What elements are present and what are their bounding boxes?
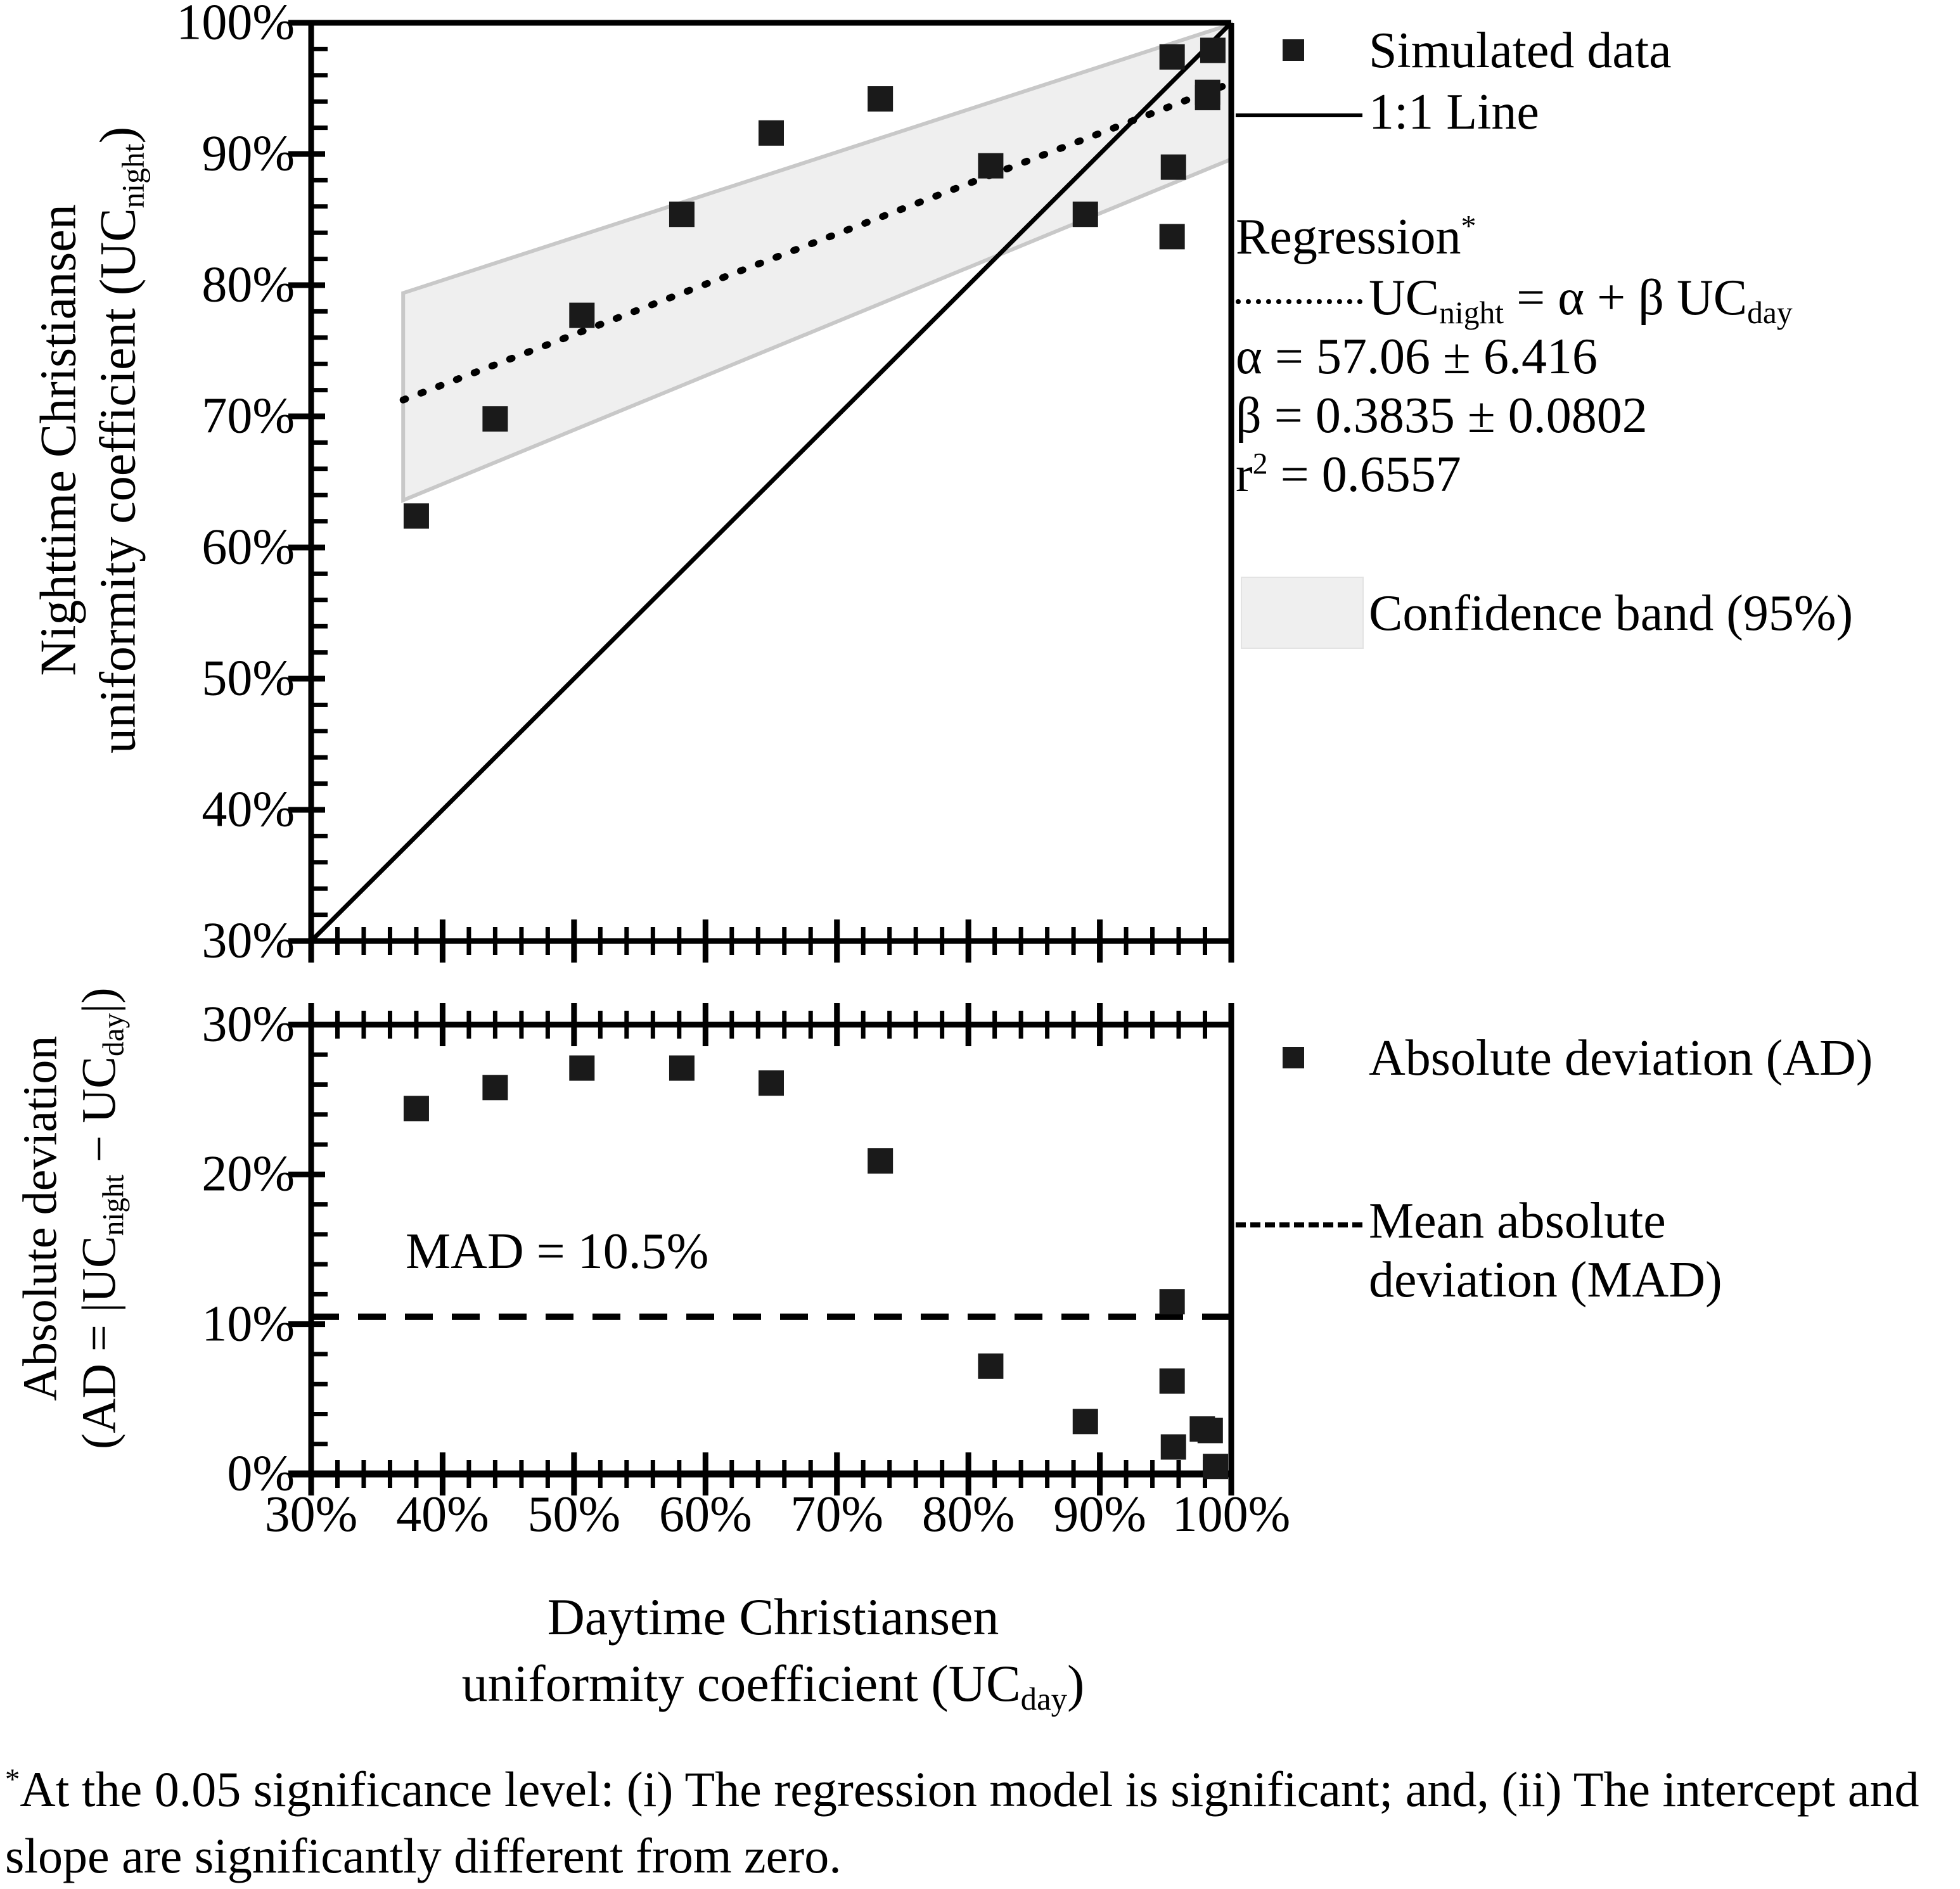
one-to-one-line	[309, 21, 1233, 943]
top-data-point	[669, 202, 695, 227]
stat-alpha: α = 57.06 ± 6.416	[1236, 329, 1598, 385]
top-data-point	[403, 503, 429, 529]
dotted-line-icon	[1236, 266, 1369, 327]
equation-sub-night: night	[1439, 295, 1504, 331]
equation-sub-day: day	[1747, 295, 1793, 331]
bottom-data-point	[1072, 1409, 1098, 1435]
bottom-data-point	[759, 1070, 784, 1096]
top-y-axis-label-line1: Nighttime Christiansen	[30, 204, 87, 676]
bottom-data-point	[1160, 1434, 1186, 1460]
top-panel-plot	[288, 20, 1235, 963]
top-data-point	[1160, 154, 1186, 180]
bottom-data-point	[1197, 1418, 1223, 1444]
legend-regression-heading-text: Regression	[1236, 208, 1461, 265]
footnote: *At the 0.05 significance level: (i) The…	[5, 1757, 1950, 1889]
bottom-y-tick-labels: 30% 20% 10% 0%	[95, 0, 295, 1521]
legend-label-absolute-deviation: Absolute deviation (AD)	[1369, 1030, 1873, 1086]
square-marker-icon	[1236, 19, 1369, 80]
top-y-tick-label: 70%	[202, 388, 295, 444]
legend-label-simulated-data: Simulated data	[1369, 23, 1672, 79]
top-data-point	[1200, 37, 1226, 63]
dashed-line-icon	[1236, 1189, 1369, 1250]
stat-r-squared-symbol: r	[1236, 446, 1253, 503]
bottom-data-point	[1159, 1289, 1185, 1315]
bottom-y-tick-label: 10%	[202, 1296, 295, 1352]
top-y-tick-label: 80%	[202, 257, 295, 313]
bottom-data-point	[569, 1055, 595, 1081]
legend-spacer	[1236, 1088, 1958, 1154]
top-y-tick-label: 100%	[176, 0, 295, 51]
top-y-tick-label: 30%	[202, 912, 295, 969]
x-axis-label-line1: Daytime Christiansen	[547, 1588, 999, 1646]
bottom-data-point	[1203, 1454, 1229, 1480]
equation-part-a: UC	[1369, 270, 1440, 326]
top-data-point	[1072, 202, 1098, 227]
legend-spacer	[1236, 1154, 1958, 1189]
footnote-text: At the 0.05 significance level: (i) The …	[5, 1762, 1919, 1883]
top-y-tick-label: 90%	[202, 125, 295, 182]
bottom-data-point	[1159, 1368, 1185, 1394]
top-data-point	[1159, 224, 1185, 250]
top-data-point	[482, 406, 508, 432]
legend-item-simulated-data: Simulated data	[1236, 19, 1952, 80]
x-axis-label-line2b: )	[1067, 1654, 1085, 1712]
legend-item-absolute-deviation: Absolute deviation (AD)	[1236, 1027, 1958, 1088]
shaded-band-icon	[1236, 570, 1369, 649]
stat-beta: β = 0.3835 ± 0.0802	[1236, 387, 1648, 444]
equation-part-b: = α + β UC	[1504, 270, 1748, 326]
stat-r-squared: r2 = 0.6557	[1236, 445, 1952, 504]
legend-label-one-to-one-line: 1:1 Line	[1369, 84, 1539, 140]
stat-r-squared-value: = 0.6557	[1267, 446, 1461, 503]
top-data-point	[978, 153, 1004, 179]
bottom-y-axis-label-line1: Absolute deviation	[13, 1035, 67, 1401]
regression-line	[399, 79, 1235, 404]
bottom-y-tick-label: 30%	[202, 996, 295, 1053]
x-axis-label-line2a: uniformity coefficient (UC	[461, 1654, 1021, 1712]
top-data-point	[1195, 84, 1220, 110]
footnote-marker: *	[5, 1763, 20, 1796]
bottom-data-point	[868, 1148, 894, 1174]
top-y-tick-label: 60%	[202, 519, 295, 575]
legend-label-regression-equation: UCnight = α + β UCday	[1369, 266, 1952, 331]
legend-label-mad-line1: Mean absolute	[1369, 1193, 1666, 1249]
bottom-panel-plot	[288, 1003, 1234, 1495]
bottom-y-tick-label: 20%	[202, 1146, 295, 1202]
legend-item-one-to-one-line: 1:1 Line	[1236, 80, 1952, 142]
solid-line-icon	[1236, 80, 1369, 141]
legend-item-mean-absolute-deviation: Mean absolute deviation (MAD)	[1236, 1189, 1958, 1310]
x-axis-label: Daytime Christiansen uniformity coeffici…	[285, 1584, 1261, 1717]
legend-item-confidence-band: Confidence band (95%)	[1236, 570, 1952, 649]
confidence-band	[401, 21, 1233, 503]
legend-regression-heading: Regression*	[1236, 208, 1952, 267]
top-data-point	[868, 86, 894, 112]
bottom-data-point	[403, 1096, 429, 1122]
top-y-tick-label: 50%	[202, 650, 295, 707]
bottom-y-tick-label: 0%	[227, 1445, 295, 1502]
top-data-point	[569, 302, 595, 328]
top-legend: Simulated data 1:1 Line Regression* UCni…	[1236, 19, 1952, 649]
top-data-point	[1159, 44, 1185, 70]
bottom-legend: Absolute deviation (AD) Mean absolute de…	[1236, 1027, 1958, 1309]
top-y-tick-labels: 100% 90% 80% 70% 60% 50% 40% 30%	[95, 0, 295, 969]
bottom-data-point	[669, 1055, 695, 1081]
legend-label-mean-absolute-deviation: Mean absolute deviation (MAD)	[1369, 1189, 1958, 1310]
legend-spacer	[1236, 142, 1952, 208]
top-data-point	[759, 120, 784, 146]
bottom-data-point	[978, 1353, 1004, 1379]
legend-label-confidence-band: Confidence band (95%)	[1369, 585, 1854, 641]
legend-spacer	[1236, 504, 1952, 570]
x-axis-label-sub: day	[1020, 1681, 1068, 1717]
legend-regression-heading-footnote-marker: *	[1461, 208, 1476, 243]
stat-r-squared-exponent: 2	[1252, 447, 1268, 481]
legend-label-mad-line2: deviation (MAD)	[1369, 1252, 1722, 1308]
top-y-tick-label: 40%	[202, 781, 295, 838]
bottom-data-point	[482, 1075, 508, 1101]
mad-annotation: MAD = 10.5%	[406, 1224, 709, 1279]
legend-item-regression-equation: UCnight = α + β UCday	[1236, 266, 1952, 331]
square-marker-icon	[1236, 1027, 1369, 1087]
